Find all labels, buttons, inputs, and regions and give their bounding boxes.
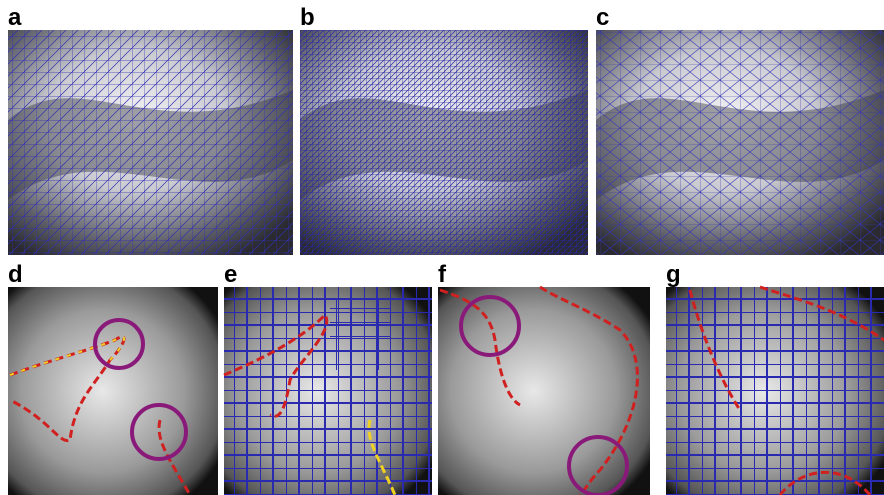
panel-label: d bbox=[8, 261, 23, 288]
panel-label: a bbox=[8, 4, 22, 31]
quadtree bbox=[224, 287, 432, 495]
mesh bbox=[8, 30, 293, 255]
figure: a b c d e f g bbox=[0, 0, 884, 495]
quadtree bbox=[330, 300, 390, 370]
bottom-row bbox=[8, 287, 884, 495]
panel-label: g bbox=[666, 261, 681, 288]
panel-label: f bbox=[438, 261, 447, 288]
panel-label: b bbox=[300, 4, 315, 31]
panel-label: c bbox=[596, 4, 609, 31]
mesh bbox=[300, 30, 588, 255]
top-row bbox=[8, 30, 884, 255]
panel-d-image bbox=[8, 287, 218, 495]
mesh bbox=[596, 30, 884, 255]
panel-label: e bbox=[224, 261, 237, 288]
panel-f-image bbox=[438, 287, 650, 495]
